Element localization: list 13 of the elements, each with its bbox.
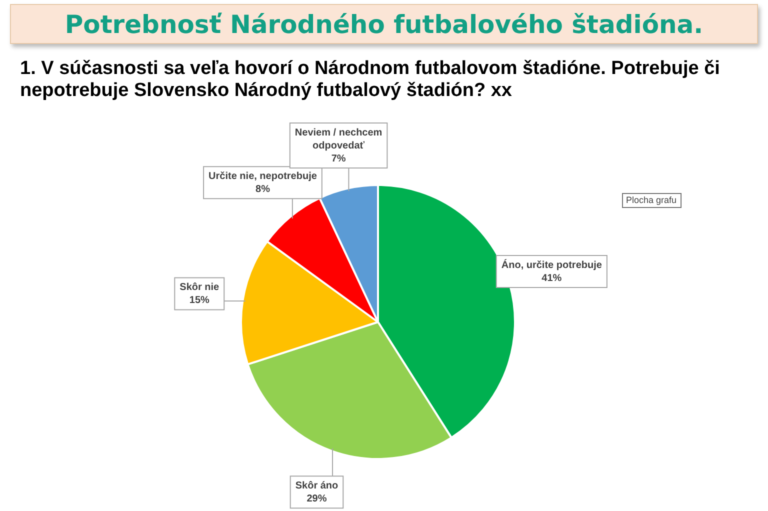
data-label: 7% (331, 153, 346, 164)
slice-label: Áno, určite potrebuje (501, 258, 602, 271)
slice-label: Skôr nie (180, 282, 220, 293)
slice-label: Určite nie, nepotrebuje (208, 170, 318, 182)
data-label: 15% (189, 294, 210, 306)
data-label: 8% (256, 184, 270, 195)
chart-subtitle: 1. V súčasnosti sa veľa hovorí o Národnom futbalovom štadióne. Potrebuje či nepotrebuje Slovensko Národný futbalový štadión? xx (20, 58, 721, 102)
slice-label: Skôr áno (295, 480, 338, 492)
data-label: 29% (306, 493, 327, 504)
text: Plocha grafu (626, 194, 677, 205)
data-label: 41% (542, 272, 562, 284)
chart-title: Potrebnosť Národného futbalového štadióna. (10, 4, 758, 44)
slice-label: Neviem / nechcem odpovedať (294, 127, 382, 152)
